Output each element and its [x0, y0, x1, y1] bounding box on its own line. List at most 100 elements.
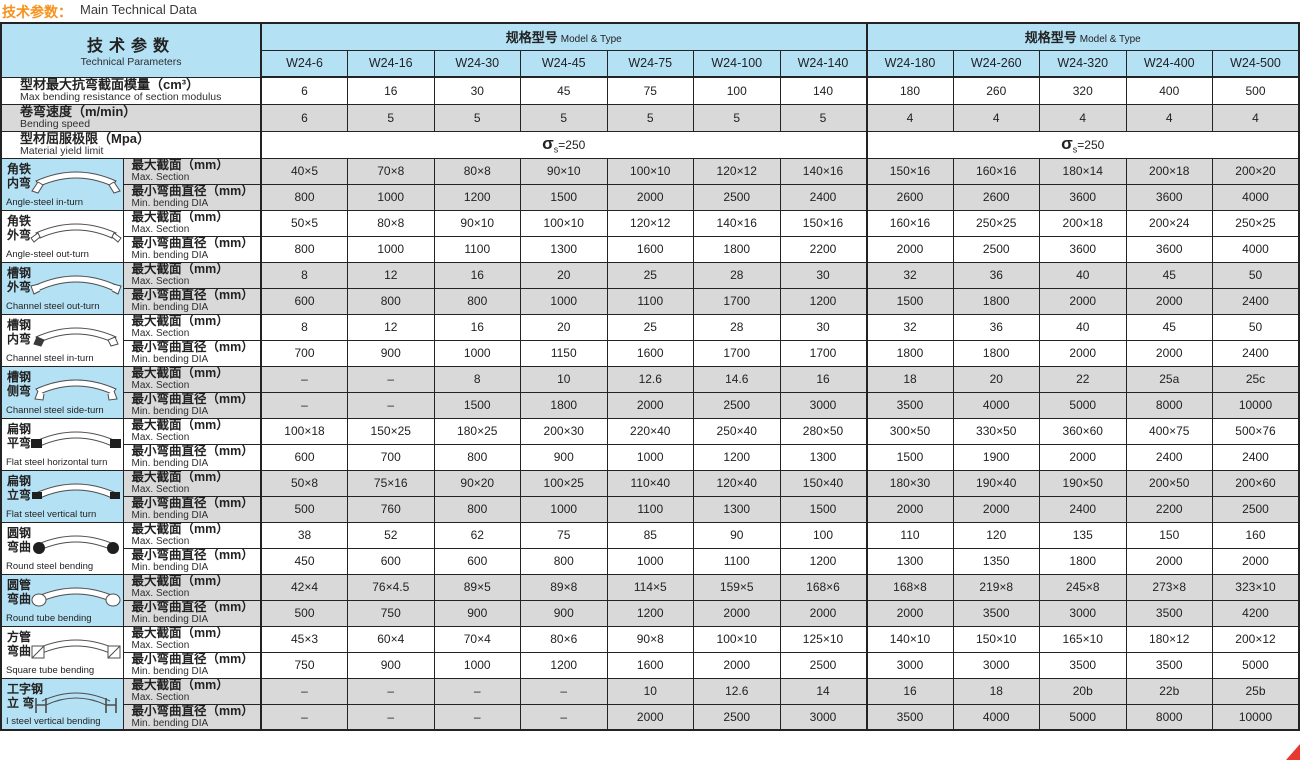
cell-flat-steel-vertical-turn-max-w24-260: 190×40	[952, 469, 1040, 497]
cell-channel-steel-in-turn-min-w24-16: 900	[347, 339, 435, 367]
min-bending-dia-label: 最小弯曲直径（mm） Min. bending DIA	[122, 703, 262, 731]
cell-square-tube-bending-min-w24-320: 3500	[1039, 651, 1127, 679]
group2-label-zh: 规格型号	[1024, 29, 1077, 45]
cell-angle-steel-out-turn-min-w24-30: 1100	[433, 235, 521, 263]
cell-channel-steel-side-turn-max-w24-400: 25a	[1125, 365, 1213, 393]
cell-i-steel-vertical-bending-min-w24-320: 5000	[1039, 703, 1127, 731]
cell-square-tube-bending-min-w24-30: 1000	[433, 651, 521, 679]
cell-square-tube-bending-min-w24-260: 3000	[952, 651, 1040, 679]
cell-flat-steel-vertical-turn-max-w24-16: 75×16	[347, 469, 435, 497]
cell-round-steel-bending-min-w24-16: 600	[347, 547, 435, 575]
cell-round-steel-bending-min-w24-140: 1200	[779, 547, 867, 575]
type-label-en: Angle-steel in-turn	[6, 196, 84, 208]
column-header-w24-30: W24-30	[433, 49, 521, 78]
cell-section-modulus-w24-6: 6	[260, 76, 348, 105]
cell-round-steel-bending-min-w24-45: 800	[520, 547, 608, 575]
cell-angle-steel-in-turn-max-w24-45: 90×10	[520, 157, 608, 185]
type-cell-channel-steel-in-turn: 槽钢 内弯 Channel steel in-turn	[0, 313, 124, 367]
cell-round-tube-bending-max-w24-500: 323×10	[1212, 573, 1300, 601]
cell-flat-steel-horizontal-turn-min-w24-6: 600	[260, 443, 348, 471]
cell-channel-steel-out-turn-min-w24-400: 2000	[1125, 287, 1213, 315]
column-header-w24-180: W24-180	[865, 49, 954, 78]
cell-bending-speed-w24-45: 5	[520, 103, 608, 132]
row-label-material-yield-limit: 型材屈服极限（Mpa） Material yield limit	[0, 130, 262, 159]
cell-channel-steel-in-turn-max-w24-140: 30	[779, 313, 867, 341]
cell-channel-steel-side-turn-max-w24-45: 10	[520, 365, 608, 393]
cell-round-steel-bending-min-w24-30: 600	[433, 547, 521, 575]
cell-flat-steel-horizontal-turn-max-w24-260: 330×50	[952, 417, 1040, 445]
cell-round-tube-bending-min-w24-30: 900	[433, 599, 521, 627]
cell-section-modulus-w24-400: 400	[1125, 76, 1213, 105]
cell-angle-steel-in-turn-max-w24-75: 100×10	[606, 157, 694, 185]
cell-channel-steel-in-turn-min-w24-6: 700	[260, 339, 348, 367]
cell-angle-steel-in-turn-max-w24-260: 160×16	[952, 157, 1040, 185]
cell-round-steel-bending-min-w24-6: 450	[260, 547, 348, 575]
min-bending-dia-label: 最小弯曲直径（mm） Min. bending DIA	[122, 495, 262, 523]
cell-square-tube-bending-max-w24-30: 70×4	[433, 625, 521, 653]
max-section-label: 最大截面（mm） Max. Section	[122, 469, 262, 497]
cell-channel-steel-side-turn-min-w24-100: 2500	[693, 391, 781, 419]
cell-channel-steel-in-turn-min-w24-500: 2400	[1212, 339, 1300, 367]
cell-bending-speed-w24-75: 5	[606, 103, 694, 132]
cell-round-tube-bending-min-w24-75: 1200	[606, 599, 694, 627]
cell-round-steel-bending-max-w24-140: 100	[779, 521, 867, 549]
model-type-group-header-2: 规格型号 Model & Type	[865, 22, 1300, 51]
cell-round-steel-bending-min-w24-75: 1000	[606, 547, 694, 575]
column-header-w24-260: W24-260	[952, 49, 1040, 78]
cell-round-tube-bending-max-w24-100: 159×5	[693, 573, 781, 601]
cell-channel-steel-out-turn-min-w24-260: 1800	[952, 287, 1040, 315]
max-section-label: 最大截面（mm） Max. Section	[122, 365, 262, 393]
type-label-zh: 圆管 弯曲	[7, 577, 32, 606]
square-tube-bending-icon	[31, 639, 121, 658]
cell-angle-steel-out-turn-max-w24-16: 80×8	[347, 209, 435, 237]
cell-round-steel-bending-max-w24-30: 62	[433, 521, 521, 549]
cell-round-tube-bending-max-w24-6: 42×4	[260, 573, 348, 601]
cell-i-steel-vertical-bending-max-w24-100: 12.6	[693, 677, 781, 705]
cell-i-steel-vertical-bending-min-w24-100: 2500	[693, 703, 781, 731]
cell-angle-steel-out-turn-min-w24-500: 4000	[1212, 235, 1300, 263]
row-label-section-modulus-zh: 型材最大抗弯截面模量（cm³）	[20, 77, 200, 92]
cell-channel-steel-side-turn-max-w24-140: 16	[779, 365, 867, 393]
cell-round-tube-bending-max-w24-45: 89×8	[520, 573, 608, 601]
cell-angle-steel-in-turn-min-w24-400: 3600	[1125, 183, 1213, 211]
cell-channel-steel-out-turn-max-w24-45: 20	[520, 261, 608, 289]
cell-flat-steel-horizontal-turn-min-w24-180: 1500	[865, 443, 954, 471]
cell-flat-steel-horizontal-turn-min-w24-400: 2400	[1125, 443, 1213, 471]
cell-channel-steel-side-turn-min-w24-45: 1800	[520, 391, 608, 419]
cell-flat-steel-vertical-turn-min-w24-400: 2200	[1125, 495, 1213, 523]
cell-angle-steel-out-turn-max-w24-75: 120×12	[606, 209, 694, 237]
cell-channel-steel-side-turn-max-w24-500: 25c	[1212, 365, 1300, 393]
cell-channel-steel-side-turn-min-w24-75: 2000	[606, 391, 694, 419]
cell-angle-steel-in-turn-max-w24-30: 80×8	[433, 157, 521, 185]
corner-red-triangle	[1286, 744, 1300, 760]
cell-flat-steel-vertical-turn-min-w24-320: 2400	[1039, 495, 1127, 523]
cell-angle-steel-in-turn-min-w24-6: 800	[260, 183, 348, 211]
cell-flat-steel-vertical-turn-min-w24-500: 2500	[1212, 495, 1300, 523]
angle-steel-in-turn-icon	[31, 171, 121, 194]
cell-round-tube-bending-min-w24-180: 2000	[865, 599, 954, 627]
cell-angle-steel-out-turn-min-w24-400: 3600	[1125, 235, 1213, 263]
min-bending-dia-label: 最小弯曲直径（mm） Min. bending DIA	[122, 651, 262, 679]
cell-flat-steel-vertical-turn-max-w24-6: 50×8	[260, 469, 348, 497]
cell-flat-steel-horizontal-turn-max-w24-140: 280×50	[779, 417, 867, 445]
max-section-label: 最大截面（mm） Max. Section	[122, 209, 262, 237]
cell-i-steel-vertical-bending-max-w24-45: –	[520, 677, 608, 705]
column-header-w24-500: W24-500	[1212, 49, 1300, 78]
cell-bending-speed-w24-16: 5	[347, 103, 435, 132]
type-cell-angle-steel-in-turn: 角铁 内弯 Angle-steel in-turn	[0, 157, 124, 211]
cell-i-steel-vertical-bending-max-w24-400: 22b	[1125, 677, 1213, 705]
row-label-section-modulus-en: Max bending resistance of section modulu…	[20, 91, 222, 104]
cell-angle-steel-out-turn-max-w24-400: 200×24	[1125, 209, 1213, 237]
max-section-label: 最大截面（mm） Max. Section	[122, 417, 262, 445]
type-label-zh: 工字钢立 弯	[7, 681, 44, 710]
cell-square-tube-bending-min-w24-100: 2000	[693, 651, 781, 679]
cell-flat-steel-horizontal-turn-max-w24-75: 220×40	[606, 417, 694, 445]
cell-section-modulus-w24-16: 16	[347, 76, 435, 105]
parameters-header-zh: 技术参数	[86, 38, 175, 56]
max-section-label: 最大截面（mm） Max. Section	[122, 157, 262, 185]
cell-flat-steel-horizontal-turn-max-w24-6: 100×18	[260, 417, 348, 445]
cell-channel-steel-out-turn-min-w24-100: 1700	[693, 287, 781, 315]
channel-steel-in-turn-icon	[33, 327, 119, 347]
cell-flat-steel-horizontal-turn-max-w24-100: 250×40	[693, 417, 781, 445]
